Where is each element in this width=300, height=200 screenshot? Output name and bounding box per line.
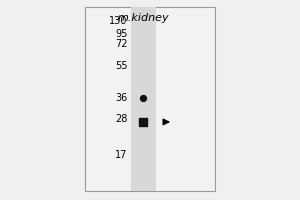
Bar: [131, 7, 156, 191]
Text: 95: 95: [115, 29, 128, 39]
Text: 55: 55: [115, 61, 128, 71]
Text: 130: 130: [109, 16, 128, 26]
Point: [141, 96, 146, 100]
Text: 28: 28: [115, 114, 128, 124]
Text: m.kidney: m.kidney: [118, 13, 169, 23]
Point: [141, 120, 146, 124]
Text: 72: 72: [115, 39, 128, 49]
Text: 36: 36: [116, 93, 128, 103]
Text: 17: 17: [115, 150, 128, 160]
Bar: [85, 7, 215, 191]
